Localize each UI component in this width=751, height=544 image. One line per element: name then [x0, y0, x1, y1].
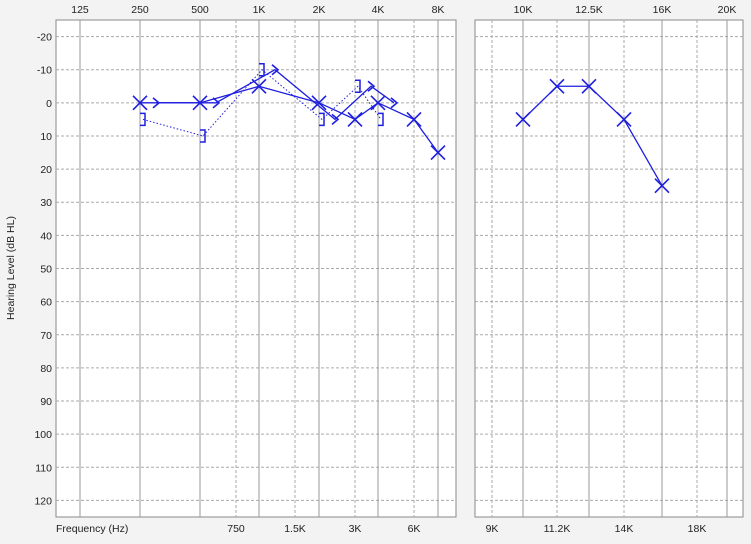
x-marker [406, 111, 422, 127]
y-tick-label: 110 [35, 462, 52, 474]
x-marker [549, 78, 565, 94]
x-marker [192, 95, 208, 111]
top-tick-label: 20K [718, 4, 737, 16]
series-markers [132, 62, 670, 194]
y-tick-label: -20 [37, 32, 52, 44]
y-tick-label: 30 [40, 197, 52, 209]
top-tick-label: 10K [514, 4, 533, 16]
bone-conduction-marker [212, 97, 221, 109]
top-tick-label: 1K [253, 4, 266, 16]
x-marker [251, 78, 267, 94]
bone-conduction-marker [367, 80, 376, 92]
x-marker [515, 111, 531, 127]
masked-bone-marker [200, 129, 206, 143]
x-marker [654, 178, 670, 194]
top-tick-label: 8K [432, 4, 445, 16]
y-tick-label: 70 [40, 330, 52, 342]
masked-bone-marker [140, 112, 146, 127]
top-tick-label: 16K [653, 4, 672, 16]
y-tick-label: 60 [40, 297, 52, 309]
x-marker [581, 78, 597, 94]
y-tick-label: 20 [40, 164, 52, 176]
x-marker [370, 95, 386, 111]
bone-conduction-marker [331, 113, 340, 126]
bottom-tick-label: 3K [349, 523, 362, 535]
bone-conduction-marker [271, 64, 280, 76]
bottom-tick-label: 18K [688, 523, 707, 535]
bottom-tick-label: 6K [408, 523, 421, 535]
top-tick-label: 4K [372, 4, 385, 16]
masked-bone-marker [355, 79, 361, 94]
top-tick-label: 500 [191, 4, 209, 16]
x-marker [616, 111, 632, 127]
y-axis-label: Hearing Level (dB HL) [5, 216, 17, 320]
y-tick-label: -10 [37, 65, 52, 77]
y-tick-label: 0 [46, 98, 52, 110]
top-tick-label: 2K [313, 4, 326, 16]
y-tick-label: 10 [40, 131, 52, 143]
top-tick-label: 125 [71, 4, 89, 16]
bottom-tick-label: 750 [227, 523, 245, 535]
y-tick-label: 90 [40, 396, 52, 408]
bone-conduction-marker [152, 97, 161, 109]
y-tick-label: 40 [40, 230, 52, 242]
bottom-tick-label: 9K [486, 523, 499, 535]
masked-bone-marker [378, 112, 384, 127]
top-tick-label: 12.5K [575, 4, 602, 16]
bottom-tick-label: 14K [615, 523, 634, 535]
y-tick-label: 120 [34, 495, 52, 507]
axes: -20 -10 0 10 20 30 40 50 60 70 80 90 100 110 120 125 250… [5, 4, 736, 535]
y-tick-label: 80 [40, 363, 52, 375]
right-plot-area [474, 19, 744, 518]
x-marker [311, 95, 327, 111]
series-line [140, 85, 439, 153]
x-marker [347, 111, 363, 127]
bottom-tick-label: 1.5K [284, 523, 306, 535]
x-marker [132, 95, 148, 111]
bone-conduction-marker [390, 97, 399, 109]
x-marker [430, 144, 446, 161]
y-tick-label: 50 [40, 264, 52, 276]
masked-bone-marker [259, 62, 265, 77]
bottom-tick-label: 11.2K [544, 523, 571, 535]
series-line [142, 69, 382, 137]
y-tick-label: 100 [34, 429, 52, 441]
top-tick-label: 250 [131, 4, 149, 16]
masked-bone-marker [319, 112, 325, 127]
series-line [156, 68, 395, 121]
x-axis-label: Frequency (Hz) [56, 523, 128, 535]
